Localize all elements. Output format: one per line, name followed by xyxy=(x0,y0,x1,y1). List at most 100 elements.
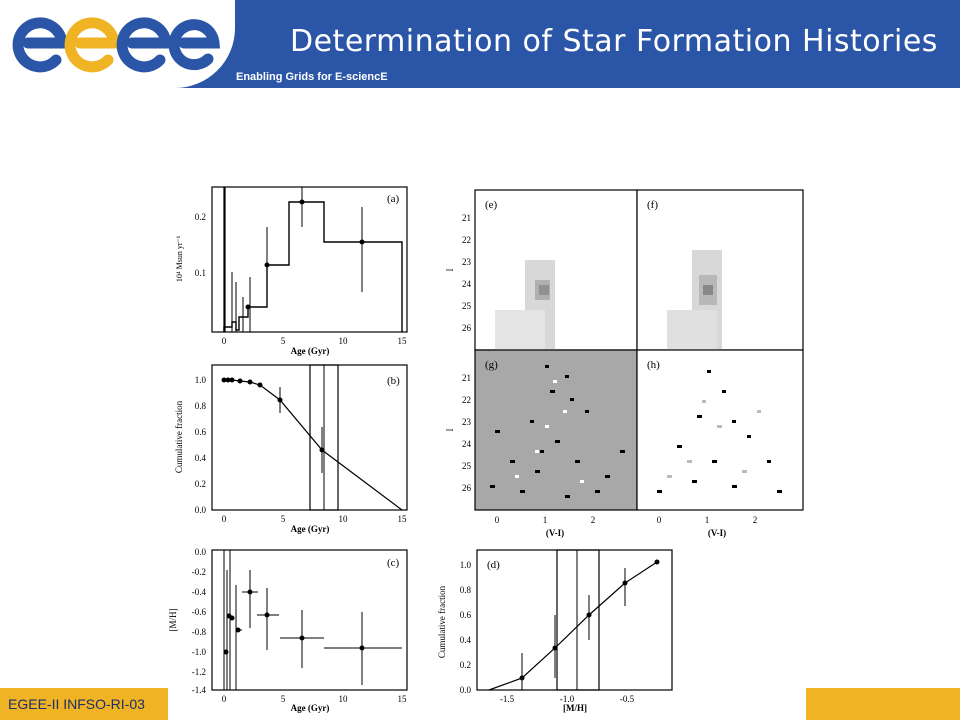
panel-c-xtick: 5 xyxy=(281,694,286,704)
panel-b-points xyxy=(221,377,325,473)
panel-b-ylabel: Cumulative fraction xyxy=(174,400,184,473)
panel-c-ytick: -0.6 xyxy=(192,607,207,617)
panel-a-xtick: 15 xyxy=(398,336,408,346)
panel-c-label: (c) xyxy=(387,557,400,569)
cumulative-curve-d xyxy=(488,561,658,691)
panel-g-xlabel: (V-I) xyxy=(546,528,564,538)
header-bar: Determination of Star Formation Historie… xyxy=(0,0,960,88)
panel-d-xtick: -1.0 xyxy=(560,694,575,704)
panel-g-ytick: 26 xyxy=(462,483,472,493)
panel-d-ytick: 0.8 xyxy=(460,585,472,595)
panel-d-ytick: 0.4 xyxy=(460,635,472,645)
panel-e-ytick: 26 xyxy=(462,323,472,333)
panel-h-xlabel: (V-I) xyxy=(708,528,726,538)
panel-f: (f) xyxy=(636,189,804,351)
panel-d-ytick: 0.0 xyxy=(460,685,472,695)
panel-c-points xyxy=(223,550,402,690)
panel-c-xtick: 0 xyxy=(222,694,227,704)
panel-b-xtick: 15 xyxy=(398,514,408,524)
page-subtitle: Enabling Grids for E-sciencE xyxy=(236,71,388,83)
panel-d: (d) 0.0 0.2 0.4 0.6 0.8 1.0 -1.5 -1.0 -0… xyxy=(437,549,673,713)
footer-text: EGEE-II INFSO-RI-03 xyxy=(8,696,145,712)
panel-h-xtick: 0 xyxy=(657,515,662,525)
panel-d-points xyxy=(519,559,660,690)
panel-b-xtick: 5 xyxy=(281,514,286,524)
panel-h-residuals-grey xyxy=(667,400,761,478)
panel-b-label: (b) xyxy=(387,375,400,387)
panel-a-xtick: 0 xyxy=(222,336,227,346)
panel-e-ylabel: I xyxy=(445,269,455,272)
panel-g-ytick: 24 xyxy=(462,439,472,449)
panel-g-residuals-light xyxy=(515,380,584,483)
panel-c-ytick: -1.4 xyxy=(192,685,207,695)
panel-a-ylabel: 10⁴ Msun yr⁻¹ xyxy=(175,235,184,282)
panel-c-ytick: -0.8 xyxy=(192,627,207,637)
panel-c-ylabel: [M/H] xyxy=(168,609,178,632)
panel-a-ytick: 0.2 xyxy=(195,212,206,222)
egee-logo-icon xyxy=(12,17,220,73)
panel-f-density xyxy=(667,250,722,350)
panel-c-ytick: -0.2 xyxy=(192,567,206,577)
panel-d-xtick: -0.5 xyxy=(620,694,635,704)
panel-g-ytick: 22 xyxy=(462,395,471,405)
star-formation-figure: (a) 0.2 0.1 0 5 10 15 Age (Gyr) 10⁴ Msun… xyxy=(160,165,820,720)
panel-c-ytick: -1.0 xyxy=(192,647,207,657)
panel-e-ytick: 24 xyxy=(462,279,472,289)
panel-d-ytick: 0.2 xyxy=(460,660,471,670)
page-title: Determination of Star Formation Historie… xyxy=(290,24,938,59)
panel-g-label: (g) xyxy=(485,359,498,371)
panel-g-ylabel: I xyxy=(445,429,455,432)
panel-g-xtick: 2 xyxy=(591,515,596,525)
panel-g-ytick: 23 xyxy=(462,417,472,427)
panel-b: (b) 1.0 0.8 0.6 0.4 0.2 0.0 0 5 10 15 Ag… xyxy=(174,364,408,534)
sfr-errorbars xyxy=(231,187,365,332)
panel-h-residuals xyxy=(657,370,782,493)
panel-g-ytick: 25 xyxy=(462,461,472,471)
panel-a-label: (a) xyxy=(387,193,400,205)
panel-d-ytick: 1.0 xyxy=(460,560,472,570)
panel-c-xtick: 10 xyxy=(339,694,349,704)
panel-d-xlabel: [M/H] xyxy=(563,703,587,713)
panel-h-xtick: 2 xyxy=(753,515,758,525)
panel-a-xtick: 5 xyxy=(281,336,286,346)
panel-e-density xyxy=(495,260,555,350)
panel-g-ytick: 21 xyxy=(462,373,471,383)
panel-e: (e) xyxy=(474,189,638,351)
panel-g-residuals xyxy=(490,365,625,498)
panel-a-ytick: 0.1 xyxy=(195,268,206,278)
panel-e-ytick: 23 xyxy=(462,257,472,267)
panel-g: (g) 21 22 23 24 25 26 I 0 1 2 (V-I) xyxy=(445,349,638,538)
panel-e-label: (e) xyxy=(485,199,498,211)
panel-e-ytick: 21 xyxy=(462,213,471,223)
panel-c-xtick: 15 xyxy=(398,694,408,704)
egee-logo xyxy=(0,0,235,88)
panel-b-xtick: 0 xyxy=(222,514,227,524)
panel-e-ytick: 25 xyxy=(462,301,472,311)
panel-c-ytick: -0.4 xyxy=(192,587,207,597)
panel-e-ytick: 22 xyxy=(462,235,471,245)
panel-c-ytick: 0.0 xyxy=(195,547,207,557)
panel-a-xtick: 10 xyxy=(339,336,349,346)
panel-b-xlabel: Age (Gyr) xyxy=(291,524,330,534)
panel-b-ytick: 0.6 xyxy=(195,427,207,437)
panel-b-ytick: 0.4 xyxy=(195,453,207,463)
panel-d-ylabel: Cumulative fraction xyxy=(437,585,447,658)
panel-d-label: (d) xyxy=(487,559,500,571)
footer-bar-left: EGEE-II INFSO-RI-03 xyxy=(0,688,168,720)
panel-a-xlabel: Age (Gyr) xyxy=(291,346,330,356)
panel-c-ytick: -1.2 xyxy=(192,667,206,677)
panel-b-ytick: 0.8 xyxy=(195,401,207,411)
panel-b-ytick: 0.0 xyxy=(195,505,207,515)
panel-b-ytick: 0.2 xyxy=(195,479,206,489)
panel-h-xtick: 1 xyxy=(705,515,710,525)
footer-bar-right xyxy=(806,688,960,720)
panel-a: (a) 0.2 0.1 0 5 10 15 Age (Gyr) 10⁴ Msun… xyxy=(175,186,408,356)
panel-d-xtick: -1.5 xyxy=(500,694,515,704)
panel-d-ytick: 0.6 xyxy=(460,610,472,620)
panel-g-xtick: 0 xyxy=(495,515,500,525)
panel-e-yaxis: 21 22 23 24 25 26 I xyxy=(445,213,472,333)
panel-g-xtick: 1 xyxy=(543,515,548,525)
panel-b-ytick: 1.0 xyxy=(195,375,207,385)
figure-svg: (a) 0.2 0.1 0 5 10 15 Age (Gyr) 10⁴ Msun… xyxy=(168,186,804,713)
panel-h: (h) 0 1 2 (V-I) xyxy=(636,349,804,538)
